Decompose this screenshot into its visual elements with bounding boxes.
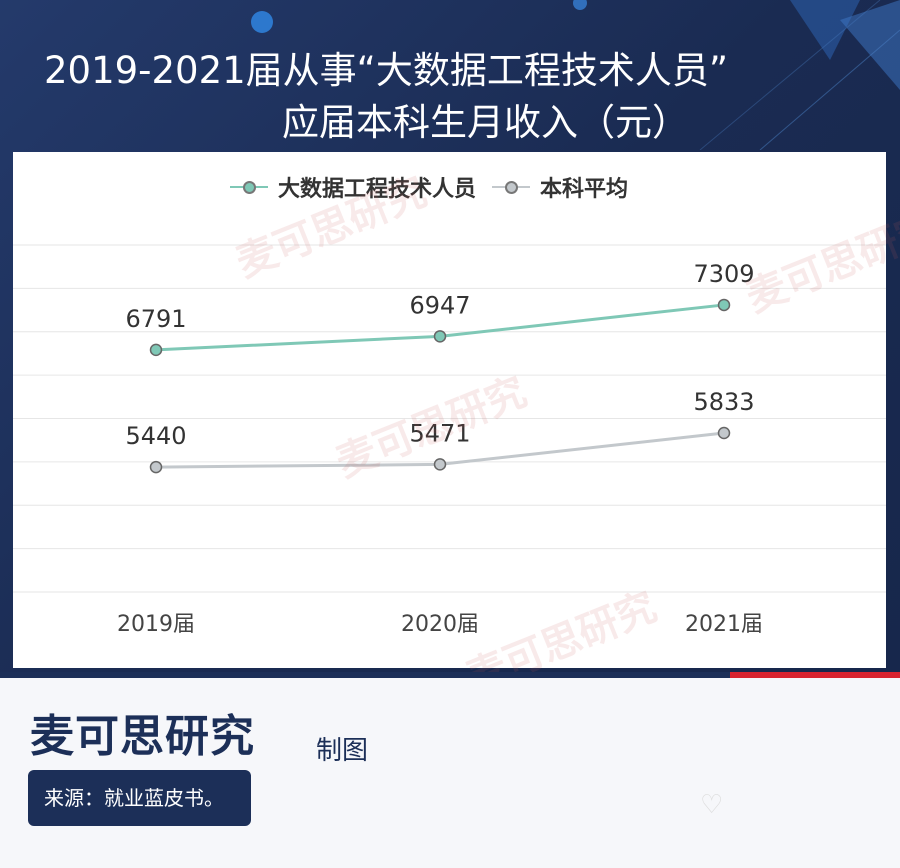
legend-item-series2: 本科平均 bbox=[492, 171, 628, 203]
footer-divider bbox=[0, 672, 730, 678]
background-decoration bbox=[251, 0, 900, 150]
x-tick-label: 2019届 bbox=[117, 612, 195, 637]
data-point bbox=[433, 458, 447, 471]
data-point bbox=[433, 330, 447, 343]
legend: 大数据工程技术人员 本科平均 bbox=[230, 172, 628, 202]
footer-accent bbox=[730, 672, 900, 678]
source-note: 来源：就业蓝皮书。 bbox=[28, 770, 251, 826]
legend-item-series1: 大数据工程技术人员 bbox=[230, 171, 476, 203]
data-point bbox=[717, 426, 731, 440]
brand-suffix: 制图 bbox=[316, 736, 369, 766]
chart-title-line2: 应届本科生月收入（元） bbox=[282, 101, 689, 144]
data-label: 6791 bbox=[125, 305, 186, 333]
x-tick-label: 2020届 bbox=[401, 612, 479, 637]
chart-title-line1: 2019-2021届从事“大数据工程技术人员” bbox=[44, 49, 729, 92]
heart-logo-icon: ♡ bbox=[700, 790, 724, 820]
legend-label-series2: 本科平均 bbox=[540, 177, 629, 202]
data-point bbox=[717, 298, 731, 312]
legend-label-series1: 大数据工程技术人员 bbox=[278, 177, 477, 202]
brand-name: 麦可思研究 bbox=[30, 711, 255, 762]
legend-swatch-series2 bbox=[492, 180, 531, 194]
data-label: 6947 bbox=[409, 291, 470, 319]
data-label: 7309 bbox=[693, 260, 754, 288]
x-tick-label: 2021届 bbox=[685, 612, 763, 637]
chart-panel bbox=[13, 152, 886, 668]
data-label: 5440 bbox=[125, 422, 186, 450]
data-point bbox=[149, 343, 163, 357]
data-point bbox=[149, 460, 163, 474]
legend-swatch-series1 bbox=[230, 180, 268, 194]
data-label: 5471 bbox=[409, 419, 470, 447]
data-label: 5833 bbox=[693, 388, 754, 416]
